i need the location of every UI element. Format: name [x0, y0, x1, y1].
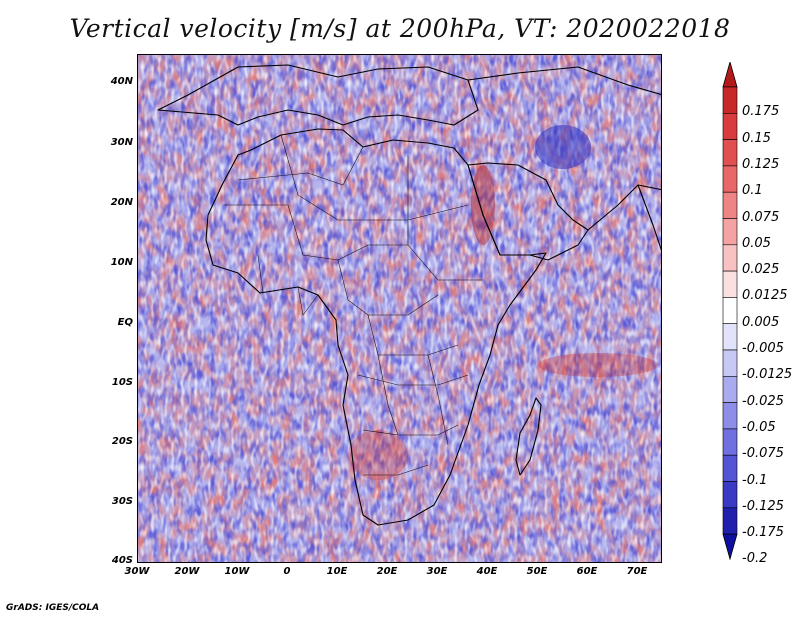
lon-label-10e: 10E [326, 566, 348, 577]
strong-feature-iran [535, 125, 591, 169]
colorbar-cell [722, 507, 738, 535]
velocity-field-map [138, 55, 661, 562]
field-near-zero [138, 55, 661, 562]
colorbar-label: 0.05 [742, 235, 771, 251]
colorbar-label: -0.1 [742, 472, 768, 488]
lon-label-40e: 40E [476, 566, 498, 577]
colorbar-cell [722, 402, 738, 430]
colorbar [722, 62, 738, 560]
colorbar-cell [722, 244, 738, 272]
colorbar-cell [722, 297, 738, 324]
colorbar-cell [722, 191, 738, 219]
strong-feature-red-sea [471, 165, 495, 245]
colorbar-label: -0.175 [742, 525, 784, 541]
lon-label-70e: 70E [626, 566, 648, 577]
lon-label-30e: 30E [426, 566, 448, 577]
strong-feature-southern-africa [348, 430, 408, 480]
colorbar-cell [722, 454, 738, 482]
lon-label-60e: 60E [576, 566, 598, 577]
colorbar-cell [722, 139, 738, 167]
colorbar-label: -0.125 [742, 498, 784, 514]
colorbar-label: 0.075 [742, 209, 780, 225]
colorbar-label: -0.075 [742, 446, 784, 462]
colorbar-label: 0.125 [742, 156, 780, 172]
lon-label-30w: 30W [124, 566, 150, 577]
africa-coastline [205, 128, 547, 526]
colorbar-cell [722, 323, 738, 351]
lat-label-20n: 20N [110, 197, 133, 208]
lon-label-0: 0 [283, 566, 291, 577]
colorbar-label: 0.0125 [742, 288, 788, 304]
colorbar-label: 0.005 [742, 314, 780, 330]
colorbar-cell [722, 481, 738, 509]
lat-label-10n: 10N [110, 257, 133, 268]
colorbar-label: -0.2 [742, 551, 768, 567]
colorbar-cell [722, 86, 738, 114]
colorbar-cell [722, 165, 738, 193]
india-coastline [637, 184, 661, 251]
map-title: Vertical velocity [m/s] at 200hPa, VT: 2… [69, 14, 731, 43]
colorbar-cell [722, 218, 738, 246]
map-plot-area[interactable] [137, 54, 662, 563]
colorbar-label: 0.025 [742, 262, 780, 278]
colorbar-label: -0.0125 [742, 367, 793, 383]
colorbar-cap-top [722, 62, 738, 88]
lon-label-20w: 20W [174, 566, 200, 577]
asia-coastline [467, 66, 661, 231]
colorbar-cell [722, 270, 738, 298]
lat-label-40n: 40N [110, 76, 133, 87]
lat-label-30n: 30N [110, 137, 133, 148]
lat-label-40s: 40S [111, 555, 133, 566]
lon-label-50e: 50E [526, 566, 548, 577]
lat-label-10s: 10S [111, 377, 133, 388]
colorbar-cell [722, 428, 738, 456]
lat-label-30s: 30S [111, 496, 133, 507]
colorbar-label: -0.025 [742, 393, 784, 409]
footer-credit: GrADS: IGES/COLA [6, 603, 100, 613]
country-borders [223, 134, 483, 476]
coastlines [157, 64, 661, 526]
lon-label-10w: 10W [224, 566, 250, 577]
colorbar-label: 0.15 [742, 130, 771, 146]
lat-label-20s: 20S [111, 436, 133, 447]
colorbar-label: -0.005 [742, 341, 784, 356]
colorbar-cell [722, 375, 738, 403]
lon-label-20e: 20E [376, 566, 398, 577]
colorbar-label: 0.1 [742, 183, 763, 199]
colorbar-label: -0.05 [742, 419, 776, 435]
colorbar-label: 0.175 [742, 104, 780, 120]
colorbar-cell [722, 349, 738, 377]
colorbar-cap-bottom [722, 533, 738, 560]
lat-label-eq: EQ [117, 317, 133, 328]
colorbar-cell [722, 112, 738, 140]
madagascar-coastline [515, 397, 542, 476]
strong-feature-indian-ocean [538, 353, 658, 377]
europe-coastline [157, 64, 479, 126]
